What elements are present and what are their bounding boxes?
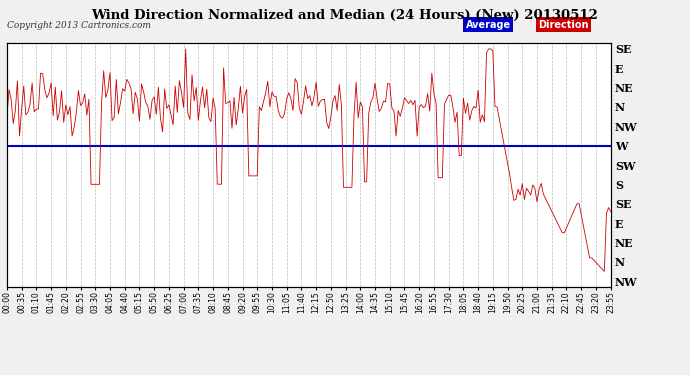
Text: Average: Average	[466, 20, 511, 30]
Text: Wind Direction Normalized and Median (24 Hours) (New) 20130512: Wind Direction Normalized and Median (24…	[92, 9, 598, 22]
Text: Direction: Direction	[538, 20, 589, 30]
Text: Copyright 2013 Cartronics.com: Copyright 2013 Cartronics.com	[7, 21, 151, 30]
